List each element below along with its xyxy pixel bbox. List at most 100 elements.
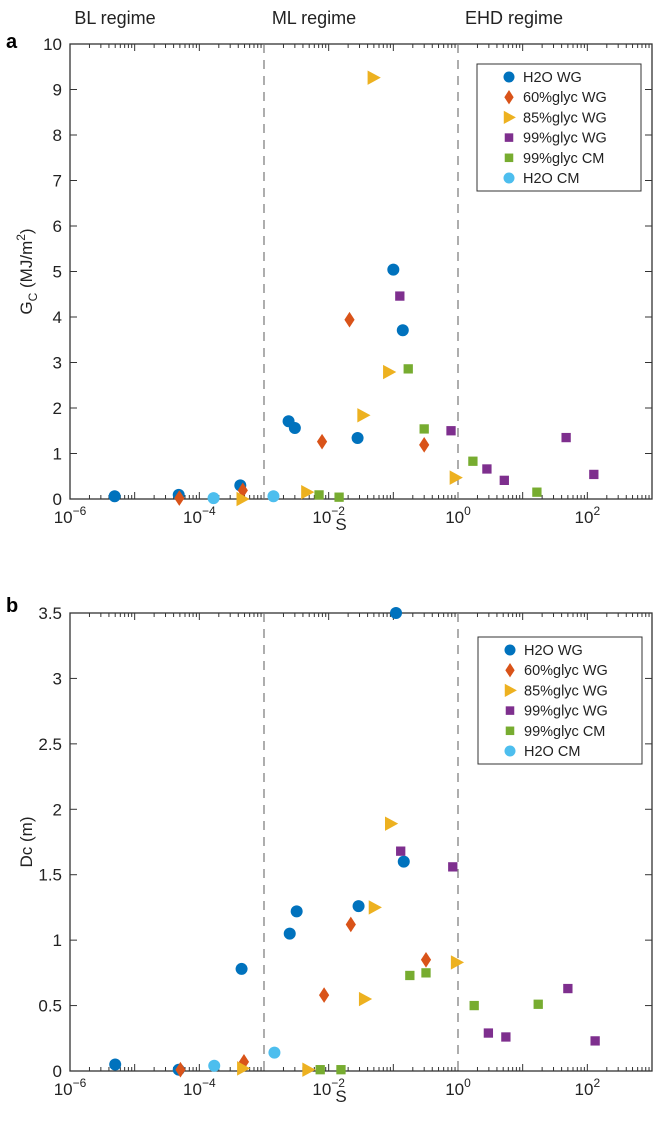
legend-label: H2O CM — [524, 744, 580, 760]
y-tick-label: 5 — [53, 263, 62, 282]
legend: H2O WG 60%glyc WG 85%glyc WG 99%glyc WG 99%g… — [476, 63, 642, 192]
x-tick-base: 10 — [575, 1080, 594, 1099]
x-tick-label: 10−2 — [312, 504, 345, 527]
series-60-glyc-wg — [175, 916, 432, 1078]
x-tick-label: 10−2 — [312, 1076, 345, 1099]
data-point — [108, 490, 121, 503]
legend-label: H2O CM — [523, 171, 579, 187]
x-tick-exponent: 0 — [464, 1076, 471, 1090]
x-tick-label: 100 — [445, 504, 471, 527]
data-point — [395, 291, 405, 301]
data-point — [468, 456, 478, 466]
data-point — [419, 424, 429, 434]
data-point — [397, 855, 410, 868]
legend-label: 99%glyc WG — [523, 131, 607, 147]
data-point — [396, 324, 409, 337]
y-tick-label: 2 — [53, 800, 62, 819]
series-85-glyc-wg — [237, 816, 465, 1077]
legend-marker — [505, 706, 515, 715]
data-point — [419, 437, 430, 453]
data-point — [268, 1046, 281, 1059]
series-h2o-wg — [108, 263, 409, 503]
y-tick-label: 0 — [53, 490, 62, 509]
x-tick-base: 10 — [54, 508, 73, 527]
x-tick-base: 10 — [312, 1080, 331, 1099]
legend-marker — [505, 726, 515, 736]
legend-label: 99%glyc CM — [523, 151, 604, 167]
data-point — [334, 492, 344, 502]
data-point — [344, 311, 355, 328]
legend-box — [476, 63, 642, 192]
legend-label: 99%glyc WG — [524, 704, 608, 720]
regime-label-ehd: EHD regime — [465, 8, 563, 28]
y-tick-label: 8 — [53, 126, 62, 145]
data-point — [314, 490, 324, 500]
legend-marker — [504, 90, 514, 105]
data-point — [420, 951, 432, 968]
legend-label: H2O WG — [523, 70, 582, 86]
x-tick-exponent: 2 — [593, 1076, 600, 1090]
x-tick-label: 102 — [575, 504, 601, 527]
legend-label: 85%glyc WG — [524, 683, 608, 699]
data-point — [302, 1062, 316, 1077]
legend-box — [477, 636, 643, 765]
legend-marker — [504, 745, 516, 757]
y-tick-label: 0 — [53, 1062, 62, 1081]
x-tick-base: 10 — [183, 1080, 202, 1099]
data-point — [267, 490, 280, 503]
y-axis-label: Dc (m) — [17, 817, 36, 868]
data-point — [208, 1059, 221, 1072]
data-point — [383, 364, 397, 380]
data-point — [352, 900, 365, 913]
regime-label-bl: BL regime — [74, 8, 155, 28]
legend-label: H2O WG — [524, 643, 583, 659]
y-label-close: ) — [17, 228, 36, 234]
data-point — [290, 905, 303, 918]
data-point — [396, 846, 406, 856]
legend-marker — [504, 153, 514, 163]
series-h2o-wg — [109, 607, 410, 1076]
y-label-main: G — [17, 301, 36, 314]
data-point — [316, 433, 328, 450]
y-tick-label: 2 — [53, 399, 62, 418]
x-tick-base: 10 — [183, 508, 202, 527]
legend-marker — [504, 683, 517, 697]
y-tick-label: 1 — [53, 931, 62, 950]
data-point — [283, 927, 296, 940]
data-point — [174, 490, 185, 506]
data-point — [175, 1061, 186, 1078]
x-axis-label: S — [335, 1087, 346, 1106]
legend-marker — [503, 71, 515, 83]
x-tick-exponent: −4 — [202, 1076, 216, 1090]
y-axis-label: GC (MJ/m2) — [14, 228, 40, 314]
data-point — [448, 862, 458, 872]
data-point — [403, 364, 413, 374]
x-tick-base: 10 — [312, 508, 331, 527]
x-tick-label: 100 — [445, 1076, 471, 1099]
y-tick-label: 4 — [53, 308, 62, 327]
legend-marker — [504, 133, 514, 142]
regime-label-ml: ML regime — [272, 8, 356, 28]
data-point — [315, 1065, 325, 1075]
x-tick-exponent: −6 — [73, 1076, 87, 1090]
panel-letter: b — [6, 595, 18, 617]
x-axis-label: S — [335, 515, 346, 534]
data-point — [357, 408, 371, 423]
data-point — [207, 492, 220, 505]
y-tick-label: 1 — [53, 445, 62, 464]
data-point — [236, 491, 250, 507]
data-point — [345, 916, 356, 933]
data-point — [499, 475, 509, 485]
series-99-glyc-wg — [396, 846, 600, 1046]
data-point — [446, 426, 456, 436]
data-point — [421, 968, 431, 978]
x-tick-label: 10−6 — [54, 1076, 87, 1099]
panel-letter: a — [6, 31, 18, 53]
y-tick-label: 10 — [43, 35, 62, 54]
x-tick-exponent: −2 — [331, 1076, 345, 1090]
legend-label: 60%glyc WG — [523, 90, 607, 106]
x-tick-base: 10 — [445, 1080, 464, 1099]
